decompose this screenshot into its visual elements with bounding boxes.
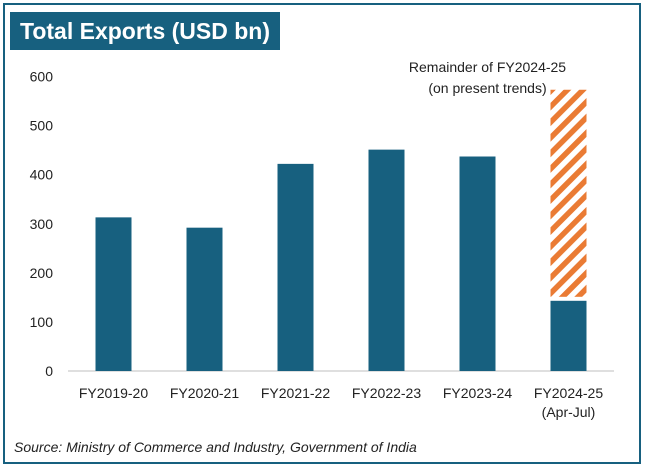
x-tick-label: FY2019-20 xyxy=(79,385,148,401)
bar xyxy=(95,217,132,371)
chart-title: Total Exports (USD bn) xyxy=(10,12,281,50)
bar xyxy=(550,300,587,371)
bar xyxy=(368,149,405,371)
bar-remainder-hatched xyxy=(550,89,587,297)
y-tick-label: 0 xyxy=(45,363,53,379)
annotation-line-1: Remainder of FY2024-25 xyxy=(409,59,566,75)
y-tick-label: 600 xyxy=(30,69,54,85)
x-axis-ticks: FY2019-20 FY2020-21 FY2021-22 FY2022-23 FY20… xyxy=(79,385,603,420)
y-tick-label: 100 xyxy=(30,314,54,330)
x-tick-label: FY2020-21 xyxy=(170,385,239,401)
chart-frame xyxy=(3,3,641,464)
y-tick-label: 300 xyxy=(30,216,54,232)
source-note: Source: Ministry of Commerce and Industr… xyxy=(14,439,417,455)
x-tick-label: FY2023-24 xyxy=(443,385,512,401)
y-tick-label: 200 xyxy=(30,265,54,281)
bar xyxy=(277,163,314,371)
x-tick-label: FY2022-23 xyxy=(352,385,421,401)
y-tick-label: 500 xyxy=(30,118,54,134)
x-tick-sublabel: (Apr-Jul) xyxy=(542,404,596,420)
y-tick-label: 400 xyxy=(30,167,54,183)
bars xyxy=(95,89,587,371)
x-tick-label: FY2024-25 xyxy=(534,385,603,401)
x-tick-label: FY2021-22 xyxy=(261,385,330,401)
bar xyxy=(186,227,223,371)
y-axis-ticks: 0 100 200 300 400 500 600 xyxy=(30,69,54,380)
annotation: Remainder of FY2024-25 (on present trend… xyxy=(409,59,566,96)
annotation-line-2: (on present trends) xyxy=(428,80,546,96)
bar xyxy=(459,156,496,371)
